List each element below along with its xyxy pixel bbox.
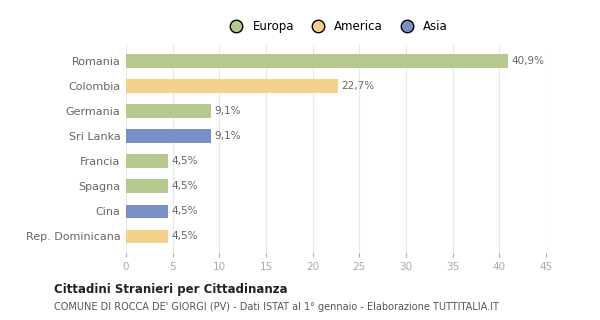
Bar — [126, 229, 168, 243]
Text: 4,5%: 4,5% — [172, 206, 198, 216]
Text: 9,1%: 9,1% — [215, 131, 241, 141]
Bar — [126, 204, 168, 218]
Bar — [126, 180, 168, 193]
Legend: Europa, America, Asia: Europa, America, Asia — [222, 17, 450, 35]
Text: 4,5%: 4,5% — [172, 156, 198, 166]
Bar — [126, 104, 211, 118]
Text: 4,5%: 4,5% — [172, 181, 198, 191]
Bar — [126, 129, 211, 143]
Text: 4,5%: 4,5% — [172, 231, 198, 242]
Text: 9,1%: 9,1% — [215, 106, 241, 116]
Text: Cittadini Stranieri per Cittadinanza: Cittadini Stranieri per Cittadinanza — [54, 283, 287, 296]
Text: 22,7%: 22,7% — [341, 81, 375, 91]
Text: 40,9%: 40,9% — [511, 56, 544, 66]
Bar — [126, 54, 508, 68]
Bar — [126, 155, 168, 168]
Text: COMUNE DI ROCCA DE' GIORGI (PV) - Dati ISTAT al 1° gennaio - Elaborazione TUTTIT: COMUNE DI ROCCA DE' GIORGI (PV) - Dati I… — [54, 302, 499, 312]
Bar — [126, 79, 338, 93]
